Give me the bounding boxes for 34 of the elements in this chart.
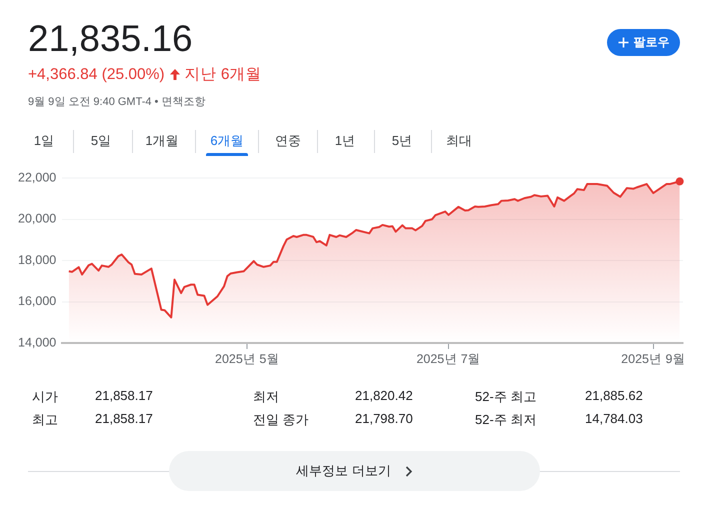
- y-tick-label: 14,000: [18, 335, 56, 350]
- text: 지난 6개월: [184, 65, 262, 85]
- text: 21,798.70: [355, 411, 413, 426]
- chart-title: 21,835.16: [28, 18, 193, 60]
- text: 1일: [32, 132, 56, 150]
- text: 14,784.03: [585, 411, 643, 426]
- x-tick-label: 2025년 5월: [215, 352, 280, 366]
- text: 21,820.42: [355, 388, 413, 403]
- text: 최대: [445, 132, 473, 150]
- chart-subtitle: +4,366.84 (25.00%): [28, 66, 165, 84]
- text: 1년: [334, 132, 356, 150]
- text: 21,858.17: [95, 388, 153, 403]
- text: 시가: [32, 388, 58, 406]
- text: 세부정보 더보기: [296, 462, 391, 480]
- text: 52-주 최고: [475, 388, 536, 406]
- text: 연중: [274, 132, 302, 150]
- text: 21,885.62: [585, 388, 643, 403]
- x-tick-label: 2025년 7월: [416, 352, 481, 366]
- text: 5일: [90, 132, 112, 150]
- y-tick-label: 22,000: [18, 170, 56, 184]
- text: 팔로우: [634, 34, 670, 51]
- text: 9월 9일 오전 9:40 GMT-4 • 면책조항: [28, 95, 206, 109]
- y-tick-label: 20,000: [18, 212, 56, 226]
- text: 최고: [32, 411, 58, 429]
- y-tick-label: 16,000: [18, 294, 56, 308]
- text: 21,858.17: [95, 411, 153, 426]
- text: 최저: [253, 388, 279, 406]
- y-tick-label: 18,000: [18, 252, 56, 267]
- text: 전일 종가: [253, 411, 309, 429]
- text: 6개월: [209, 132, 245, 150]
- text: 1개월: [144, 132, 180, 150]
- text: 5년: [390, 132, 414, 150]
- text: 52-주 최저: [475, 411, 536, 429]
- x-tick-label: 2025년 9월: [621, 352, 686, 366]
